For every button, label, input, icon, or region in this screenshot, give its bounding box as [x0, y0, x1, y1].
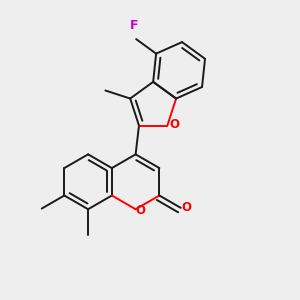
Text: O: O — [170, 118, 180, 131]
Text: O: O — [182, 201, 192, 214]
Text: O: O — [136, 204, 146, 218]
Text: F: F — [130, 19, 139, 32]
